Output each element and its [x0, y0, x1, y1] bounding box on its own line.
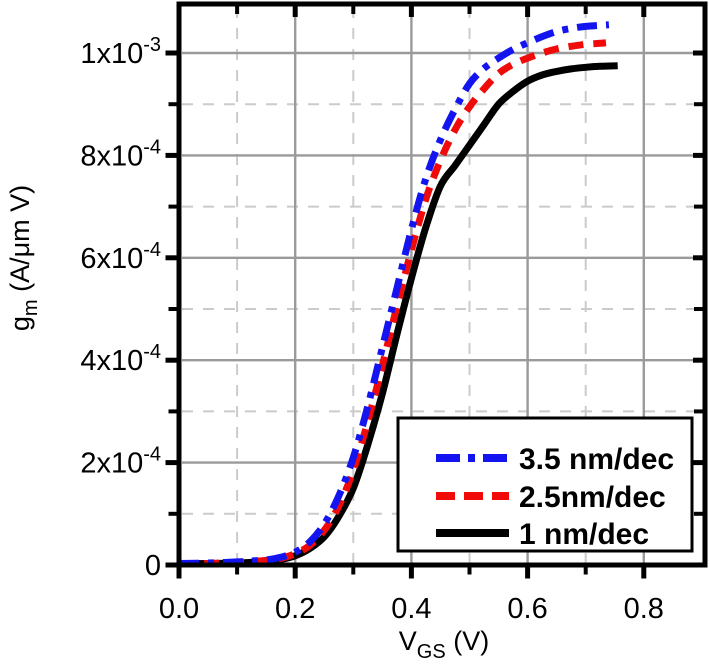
series-line-2.5nm-dec: [178, 39, 607, 568]
x-axis-label: VGS (V): [399, 626, 489, 663]
axes-frame: [176, 1, 708, 568]
y-tick-labels: 0 2x10-4 4x10-4 6x10-4 8x10-4 1x10-3: [80, 34, 161, 582]
y-tick-label: 0: [145, 550, 161, 582]
x-tick-label: 0.6: [507, 593, 547, 625]
legend-item: 3.5 nm/dec: [436, 443, 674, 476]
legend-item: 2.5nm/dec: [436, 481, 666, 514]
y-tick-label: 8x10-4: [80, 136, 161, 172]
x-tick-labels: 0.0 0.2 0.4 0.6 0.8: [159, 593, 664, 625]
minor-gridlines: [182, 7, 702, 563]
y-axis-label: gm (A/μm V): [5, 185, 42, 331]
series-curves: [178, 21, 618, 568]
legend-label: 3.5 nm/dec: [519, 443, 674, 476]
legend-item: 1 nm/dec: [436, 518, 649, 551]
legend: 3.5 nm/dec 2.5nm/dec 1 nm/dec: [396, 416, 694, 553]
legend-label: 1 nm/dec: [519, 518, 649, 551]
y-tick-label: 6x10-4: [80, 239, 161, 275]
x-tick-label: 0.8: [624, 593, 664, 625]
legend-box: [396, 416, 694, 553]
legend-label: 2.5nm/dec: [519, 481, 666, 514]
y-tick-label: 1x10-3: [80, 34, 161, 70]
y-tick-label: 4x10-4: [80, 341, 161, 377]
x-tick-label: 0.4: [391, 593, 431, 625]
series-line-3.5-nm-dec: [178, 21, 610, 567]
x-tick-label: 0.2: [275, 593, 315, 625]
tick-marks: [165, 6, 703, 579]
y-tick-label: 2x10-4: [80, 444, 161, 480]
x-tick-label: 0.0: [159, 593, 199, 625]
